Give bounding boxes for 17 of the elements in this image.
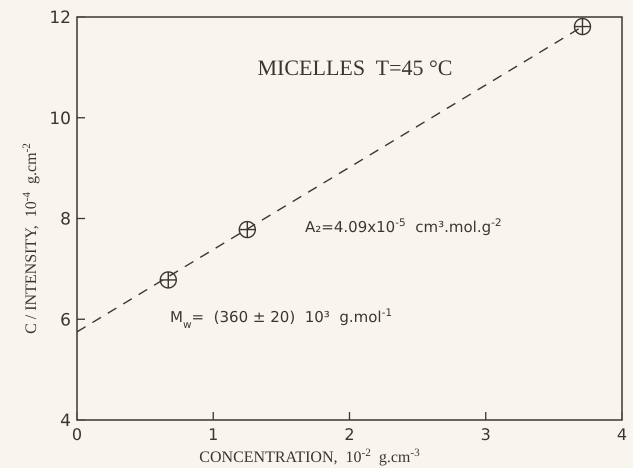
point xyxy=(238,220,256,238)
point xyxy=(574,18,592,36)
x-tick-label: 3 xyxy=(480,425,491,444)
x-tick-label: 4 xyxy=(616,425,628,444)
x-tick-label: 1 xyxy=(208,425,218,444)
x-axis-title: CONCENTRATION, 10$^{-2}$ g.cm$^{-3}$ xyxy=(199,447,420,466)
point xyxy=(160,271,177,289)
y-tick-label: 12 xyxy=(49,8,71,28)
annotation: M$_{w}$= (360 ± 20) 10³ g.mol$^{-1}$ xyxy=(170,307,392,331)
y-tick-label: 6 xyxy=(60,310,71,330)
x-tick-label: 0 xyxy=(72,425,82,444)
y-tick-label: 10 xyxy=(49,108,71,129)
y-tick-label: 4 xyxy=(60,411,71,431)
text: MICELLES T=45 °C xyxy=(258,55,452,80)
annotation: A₂=4.09x10$^{-5}$ cm³.mol.g$^{-2}$ xyxy=(305,217,502,236)
y-tick-label: 8 xyxy=(60,210,71,230)
x-tick-label: 2 xyxy=(344,425,355,444)
